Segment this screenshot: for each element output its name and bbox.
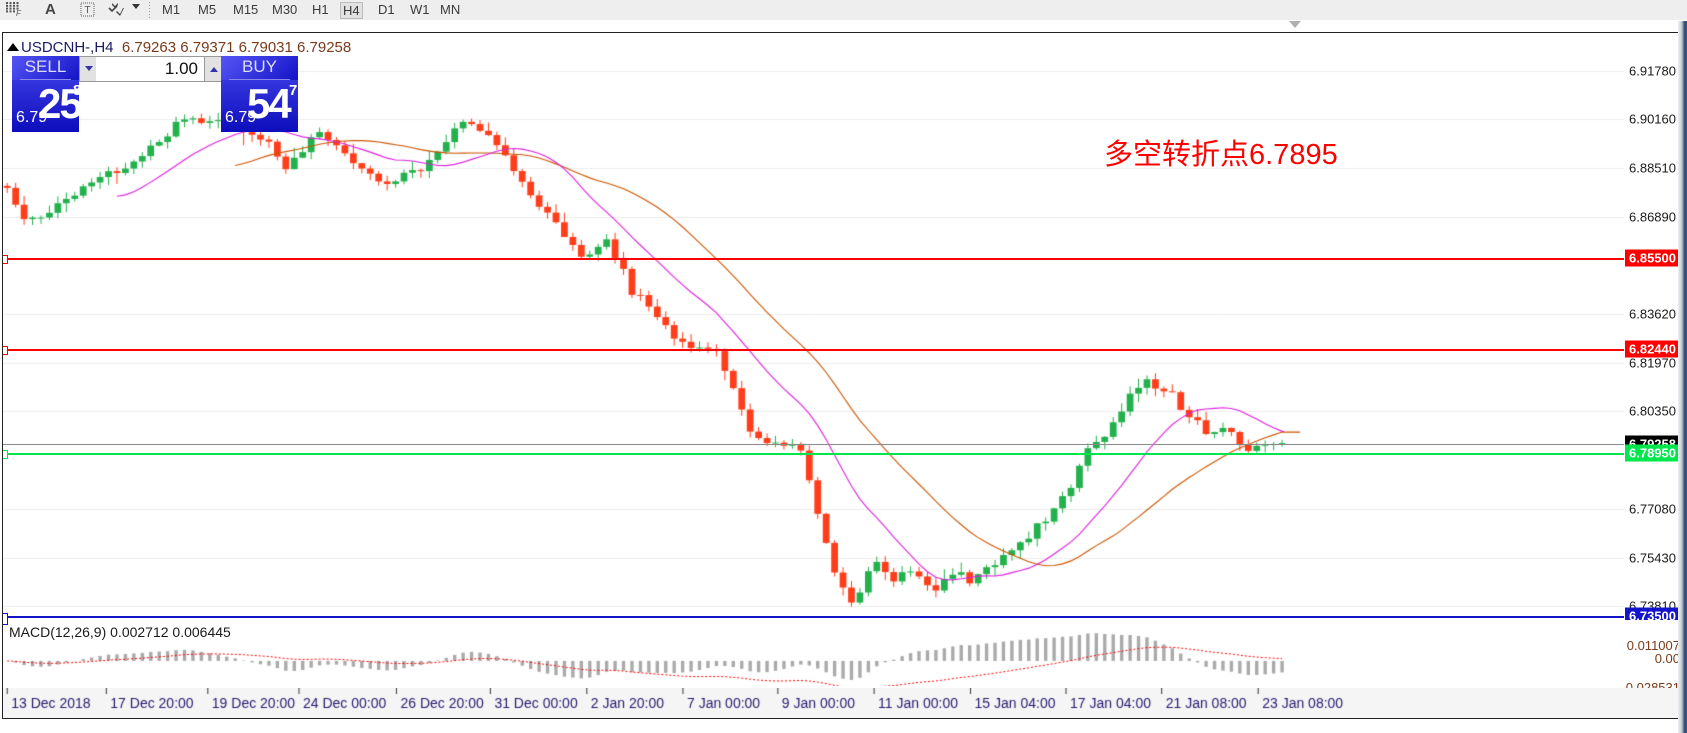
svg-text:T: T (85, 5, 91, 16)
